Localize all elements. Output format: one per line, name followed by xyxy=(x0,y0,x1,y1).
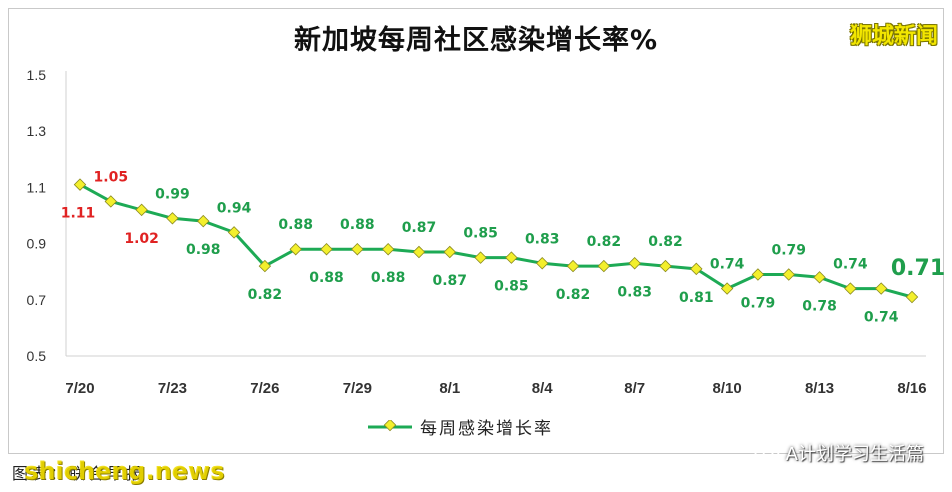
data-point xyxy=(104,195,118,208)
x-tick-label: 8/4 xyxy=(532,380,554,397)
x-tick-label: 8/16 xyxy=(897,380,926,397)
data-point xyxy=(166,212,179,225)
data-label: 0.88 xyxy=(340,217,375,233)
y-tick-label: 1.5 xyxy=(27,67,47,83)
data-label: 0.82 xyxy=(587,234,622,250)
data-point xyxy=(351,242,364,256)
data-point xyxy=(751,268,765,281)
data-label: 0.82 xyxy=(248,287,283,303)
x-tick-label: 8/10 xyxy=(713,380,742,397)
chart-title: 新加坡每周社区感染增长率% xyxy=(293,25,659,56)
data-point xyxy=(597,259,611,273)
data-label: 0.79 xyxy=(741,296,776,312)
data-label: 0.87 xyxy=(402,220,437,236)
data-point xyxy=(135,203,148,217)
data-point xyxy=(443,245,457,259)
data-point xyxy=(874,282,888,295)
data-label: 0.99 xyxy=(155,186,190,202)
data-label: 1.02 xyxy=(124,231,159,247)
legend-label: 每周感染增长率 xyxy=(420,419,553,439)
data-point xyxy=(628,257,641,270)
data-point xyxy=(844,282,857,295)
data-label: 1.11 xyxy=(61,206,96,222)
data-point xyxy=(659,259,672,273)
data-point xyxy=(813,271,826,284)
data-label: 0.87 xyxy=(433,273,468,289)
data-point xyxy=(289,242,302,256)
x-tick-label: 7/29 xyxy=(343,380,372,397)
data-point xyxy=(320,242,333,256)
data-point xyxy=(412,245,426,259)
x-tick-label: 7/23 xyxy=(158,380,187,397)
data-point xyxy=(505,251,518,264)
watermark-text: shicheng.news xyxy=(24,457,225,485)
data-label: 0.74 xyxy=(833,257,868,273)
x-tick-label: 7/26 xyxy=(250,380,279,397)
x-tick-label: 8/1 xyxy=(439,380,460,397)
data-label: 0.88 xyxy=(278,217,313,233)
y-tick-label: 0.5 xyxy=(27,348,47,364)
data-point xyxy=(720,282,734,295)
data-label: 0.78 xyxy=(802,298,837,314)
wechat-icon xyxy=(753,442,780,463)
data-label: 0.83 xyxy=(525,231,560,247)
y-tick-label: 1.1 xyxy=(27,179,47,195)
data-point xyxy=(227,226,241,239)
data-point xyxy=(197,214,210,228)
data-label: 1.05 xyxy=(94,169,129,185)
source-tag: A计划学习生活篇 xyxy=(753,440,924,466)
data-point xyxy=(566,259,580,273)
x-tick-label: 7/20 xyxy=(65,380,94,397)
y-tick-label: 0.7 xyxy=(27,292,47,308)
data-label: 0.82 xyxy=(648,234,683,250)
data-label: 0.74 xyxy=(864,310,899,326)
series-line xyxy=(79,183,913,299)
chart-caption: 图表：联合早报 xyxy=(12,464,146,483)
data-point xyxy=(690,262,703,276)
y-tick-label: 0.9 xyxy=(27,236,47,252)
data-point xyxy=(258,259,272,273)
data-point xyxy=(782,268,795,281)
data-label: 0.74 xyxy=(710,257,745,273)
x-tick-label: 8/7 xyxy=(624,380,645,397)
data-label: 0.85 xyxy=(463,226,498,242)
data-label: 0.85 xyxy=(494,279,529,295)
data-label: 0.98 xyxy=(186,242,221,258)
data-label: 0.83 xyxy=(617,284,652,300)
y-tick-label: 1.3 xyxy=(27,123,47,139)
source-label: A计划学习生活篇 xyxy=(785,444,924,465)
brand-logo-text: 狮城新闻 xyxy=(849,24,938,49)
data-label: 0.81 xyxy=(679,290,714,306)
data-label: 0.79 xyxy=(771,243,806,259)
data-label: 0.71 xyxy=(891,256,945,281)
data-point xyxy=(73,178,87,191)
legend-swatch xyxy=(368,419,412,431)
data-point xyxy=(381,242,395,256)
x-tick-label: 8/13 xyxy=(805,380,834,397)
data-point xyxy=(535,257,549,270)
data-label: 0.94 xyxy=(217,200,252,216)
data-label: 0.88 xyxy=(371,270,406,286)
data-point xyxy=(474,251,487,264)
chart-frame xyxy=(8,8,944,454)
chart-legend: 每周感染增长率 xyxy=(368,414,553,439)
data-label: 0.88 xyxy=(309,270,344,286)
data-point xyxy=(905,290,919,304)
data-label: 0.82 xyxy=(556,287,591,303)
